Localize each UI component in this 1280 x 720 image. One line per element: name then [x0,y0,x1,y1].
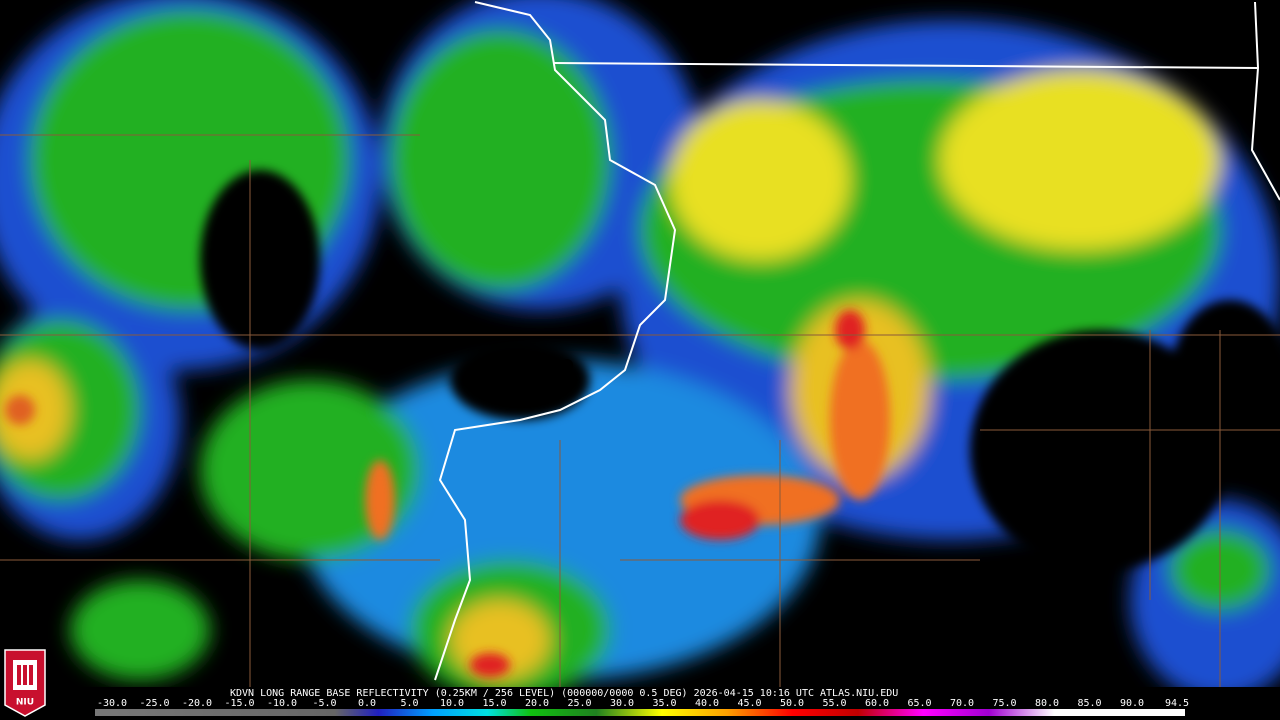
scale-label: 65.0 [907,698,931,709]
scale-label: -15.0 [224,698,254,709]
state-borders [434,1,1280,681]
scale-label: 55.0 [822,698,846,709]
scale-label: 70.0 [950,698,974,709]
scale-label: 80.0 [1035,698,1059,709]
scale-label: 85.0 [1077,698,1101,709]
scale-label: 15.0 [482,698,506,709]
scale-label: 10.0 [440,698,464,709]
scale-label: -25.0 [139,698,169,709]
scale-label: 40.0 [695,698,719,709]
scale-label: 25.0 [567,698,591,709]
county-lines [0,134,1280,690]
scale-label: -10.0 [267,698,297,709]
caption: KDVN LONG RANGE BASE REFLECTIVITY (0.25K… [230,688,898,699]
scale-label: 45.0 [737,698,761,709]
scale-label: 50.0 [780,698,804,709]
scale-labels: -30.0 -25.0 -20.0 -15.0 -10.0 -5.0 0.0 5.0 10.0 1… [97,698,1189,709]
scale-label: 20.0 [525,698,549,709]
logo: NIU [4,649,46,717]
scale-label: 90.0 [1120,698,1144,709]
scale-label: -30.0 [97,698,127,709]
scale-label: -20.0 [182,698,212,709]
scale-label: 30.0 [610,698,634,709]
radar-echoes [0,0,1280,700]
scale-label: 5.0 [400,698,418,709]
scale-label: 0.0 [358,698,376,709]
scale-label: 35.0 [652,698,676,709]
scale-label: 75.0 [992,698,1016,709]
scale-label: -5.0 [312,698,336,709]
color-scale [95,709,1185,716]
scale-label: 94.5 [1165,698,1189,709]
logo-text: NIU [16,698,34,708]
scale-label: 60.0 [865,698,889,709]
